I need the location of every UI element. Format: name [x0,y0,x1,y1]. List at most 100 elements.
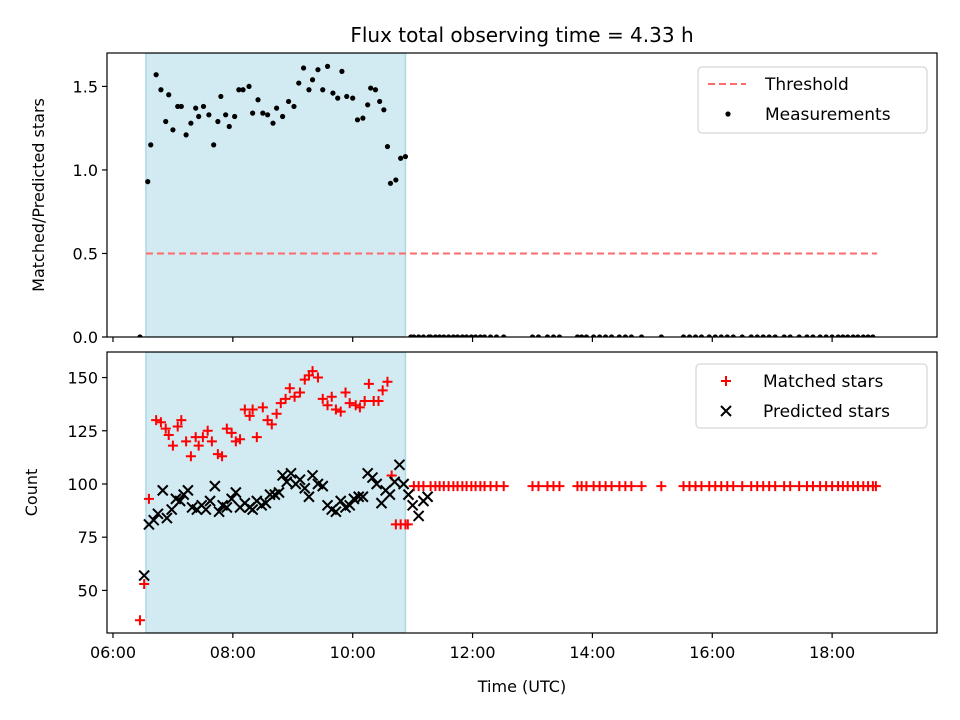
measurements-point [223,112,229,118]
y-tick-label: 100 [67,475,98,494]
matched-stars-point [402,519,413,530]
matched-stars-point [206,436,217,447]
predicted-stars-point [152,508,164,520]
measurements-point [306,87,312,93]
predicted-stars-point [148,514,160,526]
matched-stars-point [139,579,150,590]
measurements-point [855,334,861,337]
measurements-point [265,112,271,118]
predicted-stars-point [182,484,194,497]
measurements-point [384,143,391,150]
measurements-point [137,334,143,337]
predicted-stars-point [157,484,169,497]
measurements-point [148,142,154,148]
measurements-point [309,77,316,83]
observing-window-band [145,53,407,337]
measurements-point [273,105,280,111]
matched-stars-point [151,415,162,426]
matched-stars-point [377,385,388,396]
matched-stars-point [373,395,384,406]
matched-stars-point [382,376,393,387]
measurements-point [845,334,851,337]
measurements-point [377,98,383,105]
measurements-point [787,334,793,337]
predicted-stars-point [260,497,272,509]
predicted-stars-point [200,503,212,516]
measurements-point [597,334,603,337]
measurements-point [365,102,371,108]
measurements-point [232,113,238,120]
predicted-stars-point [138,569,150,582]
x-tick-label: 14:00 [569,643,615,662]
matched-stars-point [354,402,365,413]
measurements-point [529,334,536,337]
measurements-point [196,113,202,120]
measurements-point [188,120,194,126]
y-tick-label: 150 [67,369,98,388]
matched-stars-point [728,481,739,492]
measurements-point [781,334,787,337]
measurements-point [840,334,846,337]
x-tick-label: 18:00 [809,643,855,662]
measurements-point [300,65,307,71]
predicted-stars-point [406,499,419,511]
measurements-point [472,334,479,337]
predicted-stars-point [393,459,406,471]
measurements-point [603,334,609,337]
measurements-point [381,107,387,113]
measurements-point [315,67,321,73]
x-tick-label: 10:00 [330,643,376,662]
matched-stars-point [257,402,268,413]
measurements-point [183,132,189,138]
measurements-point [432,334,439,337]
matched-stars-point [330,404,341,415]
plot-area [134,352,881,633]
measurements-point [698,334,705,337]
matched-stars-point [770,481,781,492]
measurements-point [387,180,394,186]
measurements-point [766,334,772,337]
matched-stars-point [322,400,333,411]
legend-box [697,66,928,134]
matched-stars-point [143,493,154,504]
measurements-point [372,87,379,93]
axes-frame [106,52,938,338]
measurements-point [250,110,256,116]
predicted-stars-point [273,486,285,499]
measurements-point [360,115,366,121]
measurements-point [870,334,876,337]
predicted-stars-point [306,469,319,482]
legend-entry-label: Predicted stars [763,402,890,422]
legend-measurements-marker [725,111,731,117]
measurements-point [772,334,778,337]
matched-stars-point [202,425,213,436]
matched-stars-point [176,415,187,426]
measurements-point [428,334,434,337]
measurements-point [200,103,207,110]
matched-stars-point [294,387,305,398]
measurements-point [724,334,730,337]
measurements-point [420,334,427,337]
matched-stars-point [284,383,295,394]
matched-stars-point [193,440,204,451]
matched-stars-point [226,427,237,438]
predicted-stars-point [366,471,379,484]
y-tick-label: 1.5 [73,77,98,96]
legend-matched-marker [721,376,731,386]
matched-stars-point [134,615,145,626]
measurements-point [616,334,622,337]
predicted-stars-point [246,503,259,516]
measurements-point [285,98,292,105]
measurements-point [608,334,615,337]
measurements-point [468,334,474,337]
predicted-stars-point [421,491,434,503]
measurements-point [320,87,326,93]
matched-stars-point [870,481,881,492]
measurements-point [454,334,461,337]
matched-stars-point [359,395,370,406]
matched-stars-point [533,481,544,492]
predicted-stars-point [230,486,242,499]
measurements-point [574,334,581,337]
measurements-point [218,93,224,100]
